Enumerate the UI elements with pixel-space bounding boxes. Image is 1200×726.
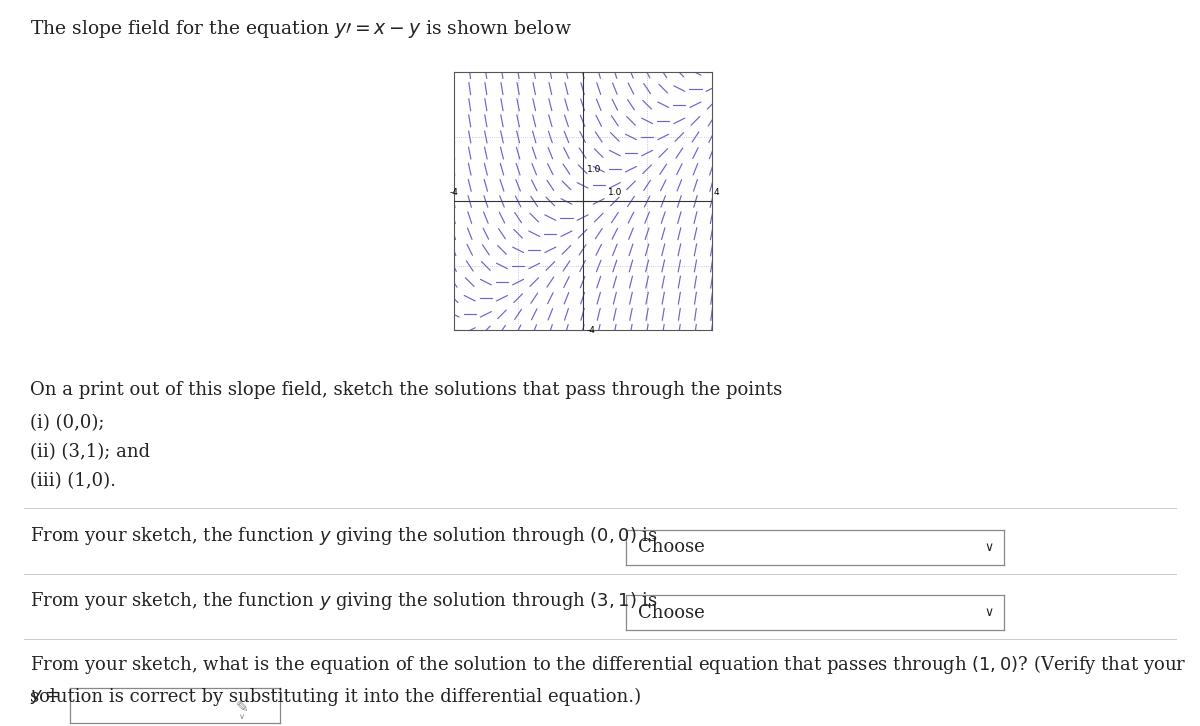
Text: From your sketch, what is the equation of the solution to the differential equat: From your sketch, what is the equation o… [30,653,1187,677]
Text: ∨: ∨ [984,606,994,619]
Text: 1.0: 1.0 [607,187,622,197]
Text: $y =$: $y =$ [30,688,60,706]
Text: solution is correct by substituting it into the differential equation.): solution is correct by substituting it i… [30,688,641,706]
Text: 4: 4 [713,187,719,197]
Text: (i) (0,0);: (i) (0,0); [30,414,104,432]
Text: 1.0: 1.0 [587,165,601,174]
Text: From your sketch, the function $y$ giving the solution through $(3,1)$ is: From your sketch, the function $y$ givin… [30,590,658,612]
Text: Choose: Choose [637,539,704,556]
Text: (ii) (3,1); and: (ii) (3,1); and [30,443,150,461]
Text: ∨: ∨ [984,541,994,554]
Text: (iii) (1,0).: (iii) (1,0). [30,472,116,490]
Text: -4: -4 [587,326,595,335]
Text: On a print out of this slope field, sketch the solutions that pass through the p: On a print out of this slope field, sket… [30,381,782,399]
Text: From your sketch, the function $y$ giving the solution through $(0,0)$ is: From your sketch, the function $y$ givin… [30,525,658,547]
Text: The slope field for the equation $y\prime = x - y$ is shown below: The slope field for the equation $y\prim… [30,18,572,40]
Text: -4: -4 [449,187,458,197]
Text: ∨: ∨ [239,712,245,722]
Text: Choose: Choose [637,604,704,621]
Text: ✎: ✎ [235,700,248,715]
